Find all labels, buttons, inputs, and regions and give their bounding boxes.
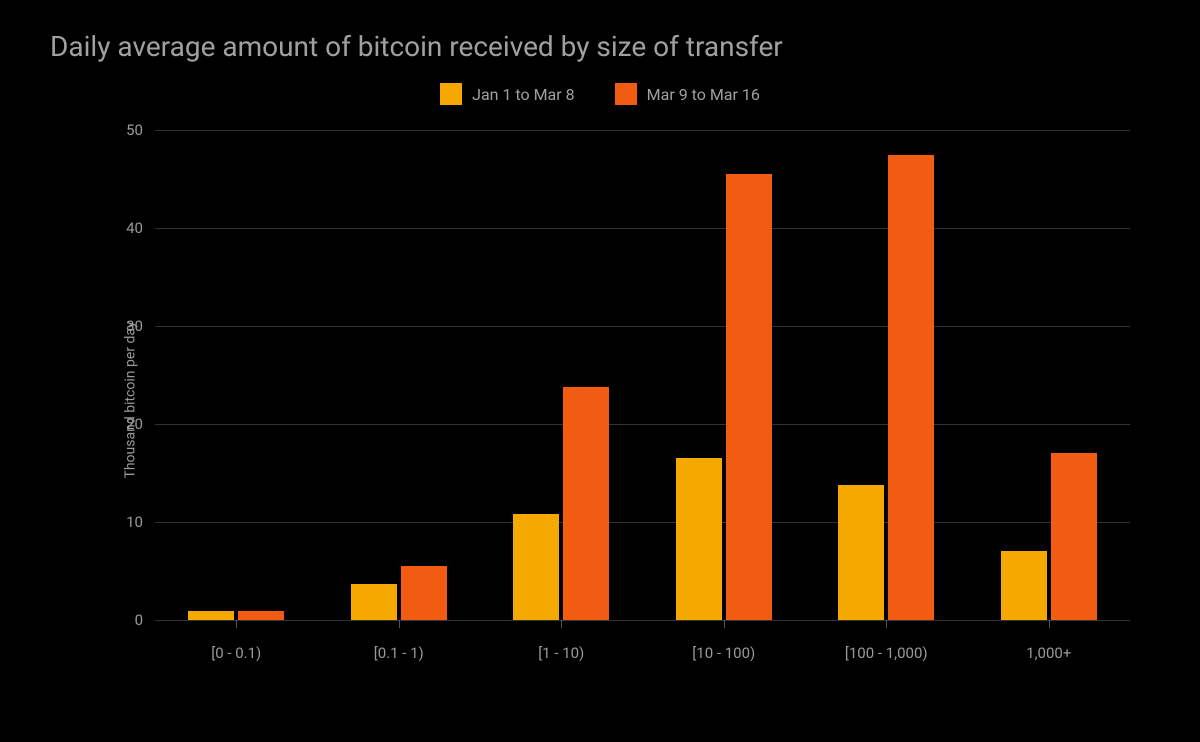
y-tick-label: 10 bbox=[126, 513, 155, 531]
bars-container bbox=[155, 130, 1130, 620]
x-tick bbox=[561, 620, 562, 628]
legend: Jan 1 to Mar 8 Mar 9 to Mar 16 bbox=[40, 83, 1160, 105]
x-axis-label: [0.1 - 1) bbox=[318, 630, 481, 670]
bar-group bbox=[643, 130, 806, 620]
x-axis-label: [100 - 1,000) bbox=[805, 630, 968, 670]
bar-group bbox=[480, 130, 643, 620]
x-tick bbox=[886, 620, 887, 628]
x-axis-label: [0 - 0.1) bbox=[155, 630, 318, 670]
y-axis-title: Thousand bitcoin per day bbox=[123, 321, 139, 478]
gridline bbox=[155, 620, 1130, 621]
x-axis-label: [1 - 10) bbox=[480, 630, 643, 670]
bar-group bbox=[805, 130, 968, 620]
x-axis-label: [10 - 100) bbox=[643, 630, 806, 670]
x-tick bbox=[399, 620, 400, 628]
bar-group bbox=[318, 130, 481, 620]
bar bbox=[676, 458, 722, 620]
x-tick bbox=[1049, 620, 1050, 628]
y-tick-label: 30 bbox=[126, 317, 155, 335]
bar bbox=[888, 155, 934, 621]
x-axis-label: 1,000+ bbox=[968, 630, 1131, 670]
bar-group bbox=[968, 130, 1131, 620]
legend-item-0: Jan 1 to Mar 8 bbox=[440, 83, 575, 105]
bar bbox=[513, 514, 559, 620]
y-tick-label: 0 bbox=[135, 611, 155, 629]
legend-label-0: Jan 1 to Mar 8 bbox=[472, 85, 575, 104]
legend-item-1: Mar 9 to Mar 16 bbox=[615, 83, 760, 105]
plot: Thousand bitcoin per day 01020304050 [0 … bbox=[110, 130, 1130, 670]
y-tick-label: 40 bbox=[126, 219, 155, 237]
bar bbox=[1001, 551, 1047, 620]
bar-group bbox=[155, 130, 318, 620]
bar bbox=[563, 387, 609, 620]
plot-area: 01020304050 bbox=[155, 130, 1130, 620]
bar bbox=[351, 584, 397, 620]
legend-swatch-1 bbox=[615, 83, 637, 105]
y-tick-label: 50 bbox=[126, 121, 155, 139]
x-tick bbox=[236, 620, 237, 628]
bar bbox=[1051, 453, 1097, 620]
bar bbox=[188, 611, 234, 620]
bar bbox=[401, 566, 447, 620]
legend-label-1: Mar 9 to Mar 16 bbox=[647, 85, 760, 104]
chart-container: Daily average amount of bitcoin received… bbox=[0, 0, 1200, 742]
bar bbox=[238, 611, 284, 620]
x-tick bbox=[724, 620, 725, 628]
bar bbox=[838, 485, 884, 620]
x-axis-labels: [0 - 0.1)[0.1 - 1)[1 - 10)[10 - 100)[100… bbox=[155, 630, 1130, 670]
y-tick-label: 20 bbox=[126, 415, 155, 433]
chart-title: Daily average amount of bitcoin received… bbox=[50, 30, 1160, 63]
bar bbox=[726, 174, 772, 620]
legend-swatch-0 bbox=[440, 83, 462, 105]
